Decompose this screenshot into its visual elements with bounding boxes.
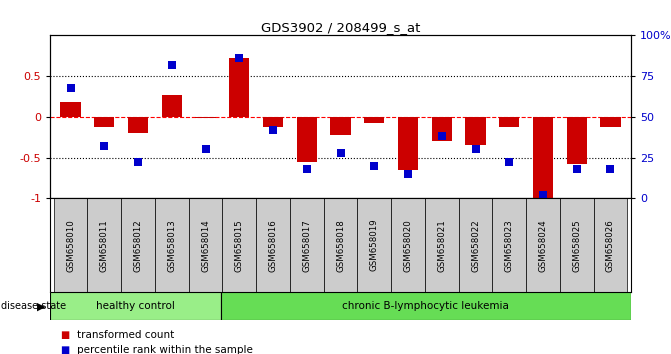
Text: GSM658023: GSM658023 (505, 219, 514, 272)
Text: chronic B-lymphocytic leukemia: chronic B-lymphocytic leukemia (342, 301, 509, 311)
Point (537, 192, 548, 198)
Bar (398, 117, 418, 170)
Bar (601, 117, 621, 127)
Point (301, 166, 312, 172)
FancyBboxPatch shape (323, 198, 358, 292)
Text: GSM658016: GSM658016 (268, 219, 278, 272)
Bar (128, 117, 148, 133)
Bar (431, 117, 452, 141)
Point (65, 85, 76, 90)
Bar (297, 117, 317, 161)
Bar (466, 117, 486, 145)
Text: ■: ■ (60, 330, 70, 339)
FancyBboxPatch shape (391, 198, 425, 292)
Point (200, 147, 211, 152)
Bar (364, 117, 384, 123)
Text: GSM658012: GSM658012 (134, 219, 142, 272)
Bar (162, 95, 182, 117)
Point (268, 127, 278, 133)
Text: GSM658024: GSM658024 (539, 219, 548, 272)
Text: GSM658017: GSM658017 (303, 219, 311, 272)
FancyBboxPatch shape (425, 198, 459, 292)
Bar (499, 117, 519, 127)
Bar (263, 117, 283, 127)
Text: GSM658015: GSM658015 (235, 219, 244, 272)
Text: GSM658025: GSM658025 (572, 219, 581, 272)
Bar (229, 58, 250, 117)
FancyBboxPatch shape (493, 198, 526, 292)
Text: GSM658022: GSM658022 (471, 219, 480, 272)
Text: transformed count: transformed count (77, 330, 174, 339)
Text: GSM658013: GSM658013 (167, 219, 176, 272)
Text: GSM658010: GSM658010 (66, 219, 75, 272)
Text: GSM658021: GSM658021 (437, 219, 446, 272)
Text: percentile rank within the sample: percentile rank within the sample (77, 346, 253, 354)
Bar (533, 117, 553, 200)
FancyBboxPatch shape (256, 198, 290, 292)
FancyBboxPatch shape (560, 198, 594, 292)
Point (572, 166, 582, 172)
Text: GSM658011: GSM658011 (100, 219, 109, 272)
Text: disease state: disease state (1, 301, 66, 311)
FancyBboxPatch shape (222, 198, 256, 292)
FancyBboxPatch shape (459, 198, 493, 292)
Text: GSM658014: GSM658014 (201, 219, 210, 272)
Text: healthy control: healthy control (96, 301, 175, 311)
FancyBboxPatch shape (594, 198, 627, 292)
Point (133, 160, 144, 165)
Point (369, 163, 380, 169)
Point (335, 150, 346, 155)
Point (605, 166, 616, 172)
Point (504, 160, 515, 165)
Point (99, 143, 109, 149)
Point (436, 133, 447, 139)
Point (470, 147, 481, 152)
Text: GSM658019: GSM658019 (370, 219, 378, 272)
Text: GSM658020: GSM658020 (403, 219, 413, 272)
FancyBboxPatch shape (87, 198, 121, 292)
Text: ■: ■ (60, 346, 70, 354)
FancyBboxPatch shape (526, 198, 560, 292)
Point (403, 171, 413, 177)
Bar (330, 117, 351, 135)
FancyBboxPatch shape (358, 198, 391, 292)
FancyBboxPatch shape (290, 198, 323, 292)
Bar (566, 117, 587, 164)
Bar (50, 292, 221, 320)
Bar (60, 102, 81, 117)
FancyBboxPatch shape (155, 198, 189, 292)
FancyBboxPatch shape (189, 198, 222, 292)
Text: GSM658018: GSM658018 (336, 219, 345, 272)
Bar (195, 117, 215, 119)
Point (234, 55, 245, 61)
Bar (221, 292, 631, 320)
Title: GDS3902 / 208499_s_at: GDS3902 / 208499_s_at (261, 21, 420, 34)
FancyBboxPatch shape (121, 198, 155, 292)
Bar (94, 117, 115, 127)
Point (166, 62, 177, 68)
Text: ▶: ▶ (37, 301, 46, 311)
Text: GSM658026: GSM658026 (606, 219, 615, 272)
FancyBboxPatch shape (54, 198, 87, 292)
